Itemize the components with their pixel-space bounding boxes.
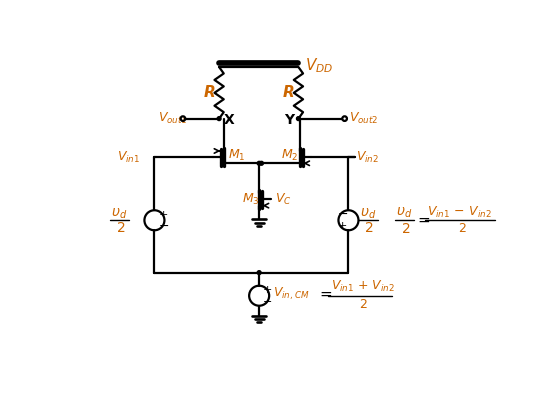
Text: =: = xyxy=(418,213,430,228)
Text: 2: 2 xyxy=(401,222,410,236)
Text: 2: 2 xyxy=(117,221,125,235)
Text: X: X xyxy=(224,113,234,127)
Text: $V_{in,CM}$: $V_{in,CM}$ xyxy=(273,286,310,302)
Text: R: R xyxy=(203,85,215,100)
Text: $V_{in1}$ + $V_{in2}$: $V_{in1}$ + $V_{in2}$ xyxy=(331,279,395,294)
Text: $\upsilon_d$: $\upsilon_d$ xyxy=(111,206,127,221)
Text: −: − xyxy=(263,297,272,307)
Circle shape xyxy=(257,162,261,165)
Text: $M_2$: $M_2$ xyxy=(282,148,299,163)
Text: 2: 2 xyxy=(359,298,367,311)
Text: $M_3$: $M_3$ xyxy=(242,192,260,207)
Text: +: + xyxy=(158,210,168,220)
Text: R: R xyxy=(283,85,295,100)
Text: −: − xyxy=(338,208,348,222)
Circle shape xyxy=(259,162,263,165)
Text: $M_1$: $M_1$ xyxy=(229,148,246,163)
Text: $V_{in2}$: $V_{in2}$ xyxy=(356,150,380,165)
Text: =: = xyxy=(319,287,332,302)
Circle shape xyxy=(217,117,221,120)
Circle shape xyxy=(257,271,261,275)
Text: $V_{out1}$: $V_{out1}$ xyxy=(158,111,188,126)
Text: Y: Y xyxy=(283,113,294,127)
Text: +: + xyxy=(263,285,272,296)
Text: $V_{out2}$: $V_{out2}$ xyxy=(349,111,379,126)
Text: 2: 2 xyxy=(458,222,466,235)
Text: $V_{in1}$: $V_{in1}$ xyxy=(117,150,141,165)
Text: $V_C$: $V_C$ xyxy=(274,192,291,207)
Circle shape xyxy=(296,117,300,120)
Text: −: − xyxy=(158,220,169,233)
Text: $V_{DD}$: $V_{DD}$ xyxy=(305,56,333,75)
Text: +: + xyxy=(338,222,347,231)
Text: $\upsilon_d$: $\upsilon_d$ xyxy=(396,206,413,220)
Text: $V_{in1}$$\,-\,V_{in2}$: $V_{in1}$$\,-\,V_{in2}$ xyxy=(427,205,492,220)
Text: $\upsilon_d$: $\upsilon_d$ xyxy=(360,206,376,221)
Text: 2: 2 xyxy=(366,221,374,235)
